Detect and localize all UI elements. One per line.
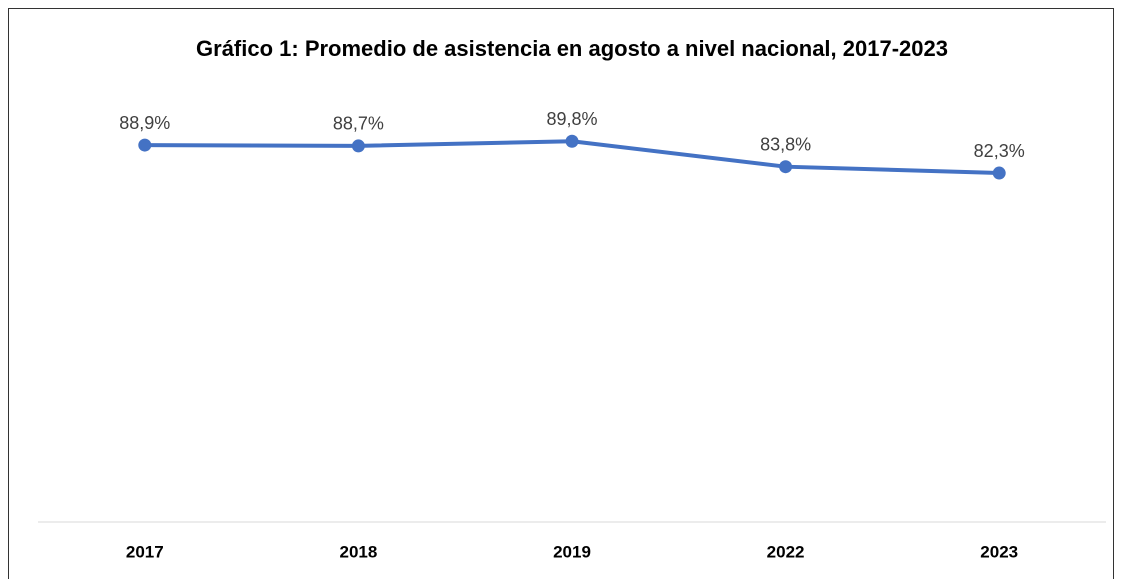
chart-border <box>8 8 1114 579</box>
data-point <box>779 160 793 174</box>
data-point <box>565 134 579 148</box>
x-tick-label: 2017 <box>126 542 164 561</box>
data-label: 82,3% <box>974 141 1025 161</box>
x-tick-label: 2023 <box>980 542 1018 561</box>
data-point <box>351 139 365 153</box>
data-label: 89,8% <box>546 109 597 129</box>
data-label: 88,9% <box>119 113 170 133</box>
x-tick-label: 2019 <box>553 542 591 561</box>
data-point <box>138 138 152 152</box>
chart-title: Gráfico 1: Promedio de asistencia en ago… <box>196 36 948 61</box>
x-tick-label: 2018 <box>339 542 377 561</box>
data-label: 88,7% <box>333 114 384 134</box>
data-point <box>992 166 1006 180</box>
data-label: 83,8% <box>760 134 811 154</box>
x-tick-label: 2022 <box>767 542 805 561</box>
